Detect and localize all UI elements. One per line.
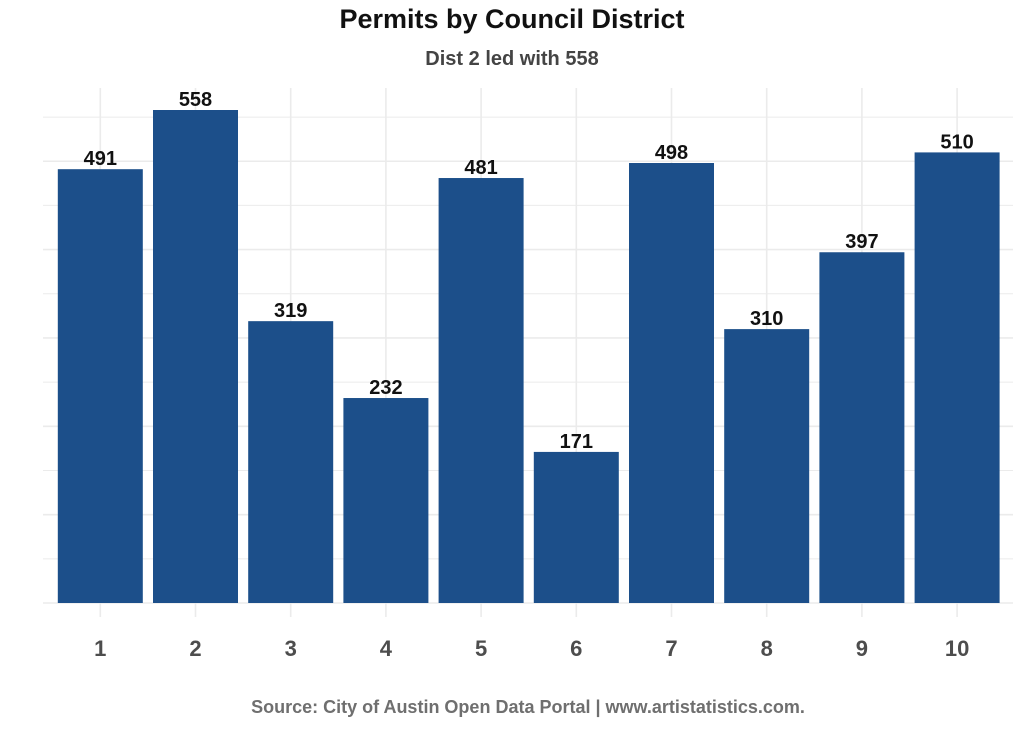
bar-value-labels: 491 558 319 232 481 171 498 310 397 510 xyxy=(84,89,974,453)
x-tick-label: 4 xyxy=(380,636,393,661)
bar-district-6 xyxy=(533,451,619,603)
bar-district-10 xyxy=(914,152,1000,603)
x-tick-label: 6 xyxy=(570,636,582,661)
chart-title: Permits by Council District xyxy=(339,4,685,34)
x-tick-label: 7 xyxy=(665,636,677,661)
bars xyxy=(57,110,1000,604)
bar-district-4 xyxy=(343,398,429,603)
bar-value-label: 481 xyxy=(464,157,497,179)
x-tick-label: 10 xyxy=(945,636,969,661)
x-tick-label: 5 xyxy=(475,636,487,661)
bar-district-8 xyxy=(724,329,810,603)
bar-value-label: 510 xyxy=(940,131,973,153)
x-tick-label: 1 xyxy=(94,636,106,661)
chart-subtitle: Dist 2 led with 558 xyxy=(425,48,599,70)
bar-district-5 xyxy=(438,178,524,604)
x-tick-label: 2 xyxy=(189,636,201,661)
x-tick-labels: 1 2 3 4 5 6 7 8 9 10 xyxy=(94,636,969,661)
bar-value-label: 310 xyxy=(750,308,783,330)
bar-value-label: 171 xyxy=(560,431,593,453)
x-tick-label: 8 xyxy=(761,636,773,661)
bar-district-7 xyxy=(629,163,714,604)
bar-district-9 xyxy=(819,252,905,603)
x-tick-label: 9 xyxy=(856,636,868,661)
bar-district-3 xyxy=(248,321,334,603)
source-caption: Source: City of Austin Open Data Portal … xyxy=(251,697,805,717)
bar-value-label: 232 xyxy=(369,377,402,399)
bar-district-2 xyxy=(153,110,238,603)
x-tick-label: 3 xyxy=(285,636,297,661)
bar-value-label: 491 xyxy=(84,148,117,170)
bar-value-label: 319 xyxy=(274,300,307,322)
bar-district-1 xyxy=(57,169,143,603)
bar-value-label: 397 xyxy=(845,231,878,253)
bar-value-label: 498 xyxy=(655,142,688,164)
bar-value-label: 558 xyxy=(179,89,212,111)
